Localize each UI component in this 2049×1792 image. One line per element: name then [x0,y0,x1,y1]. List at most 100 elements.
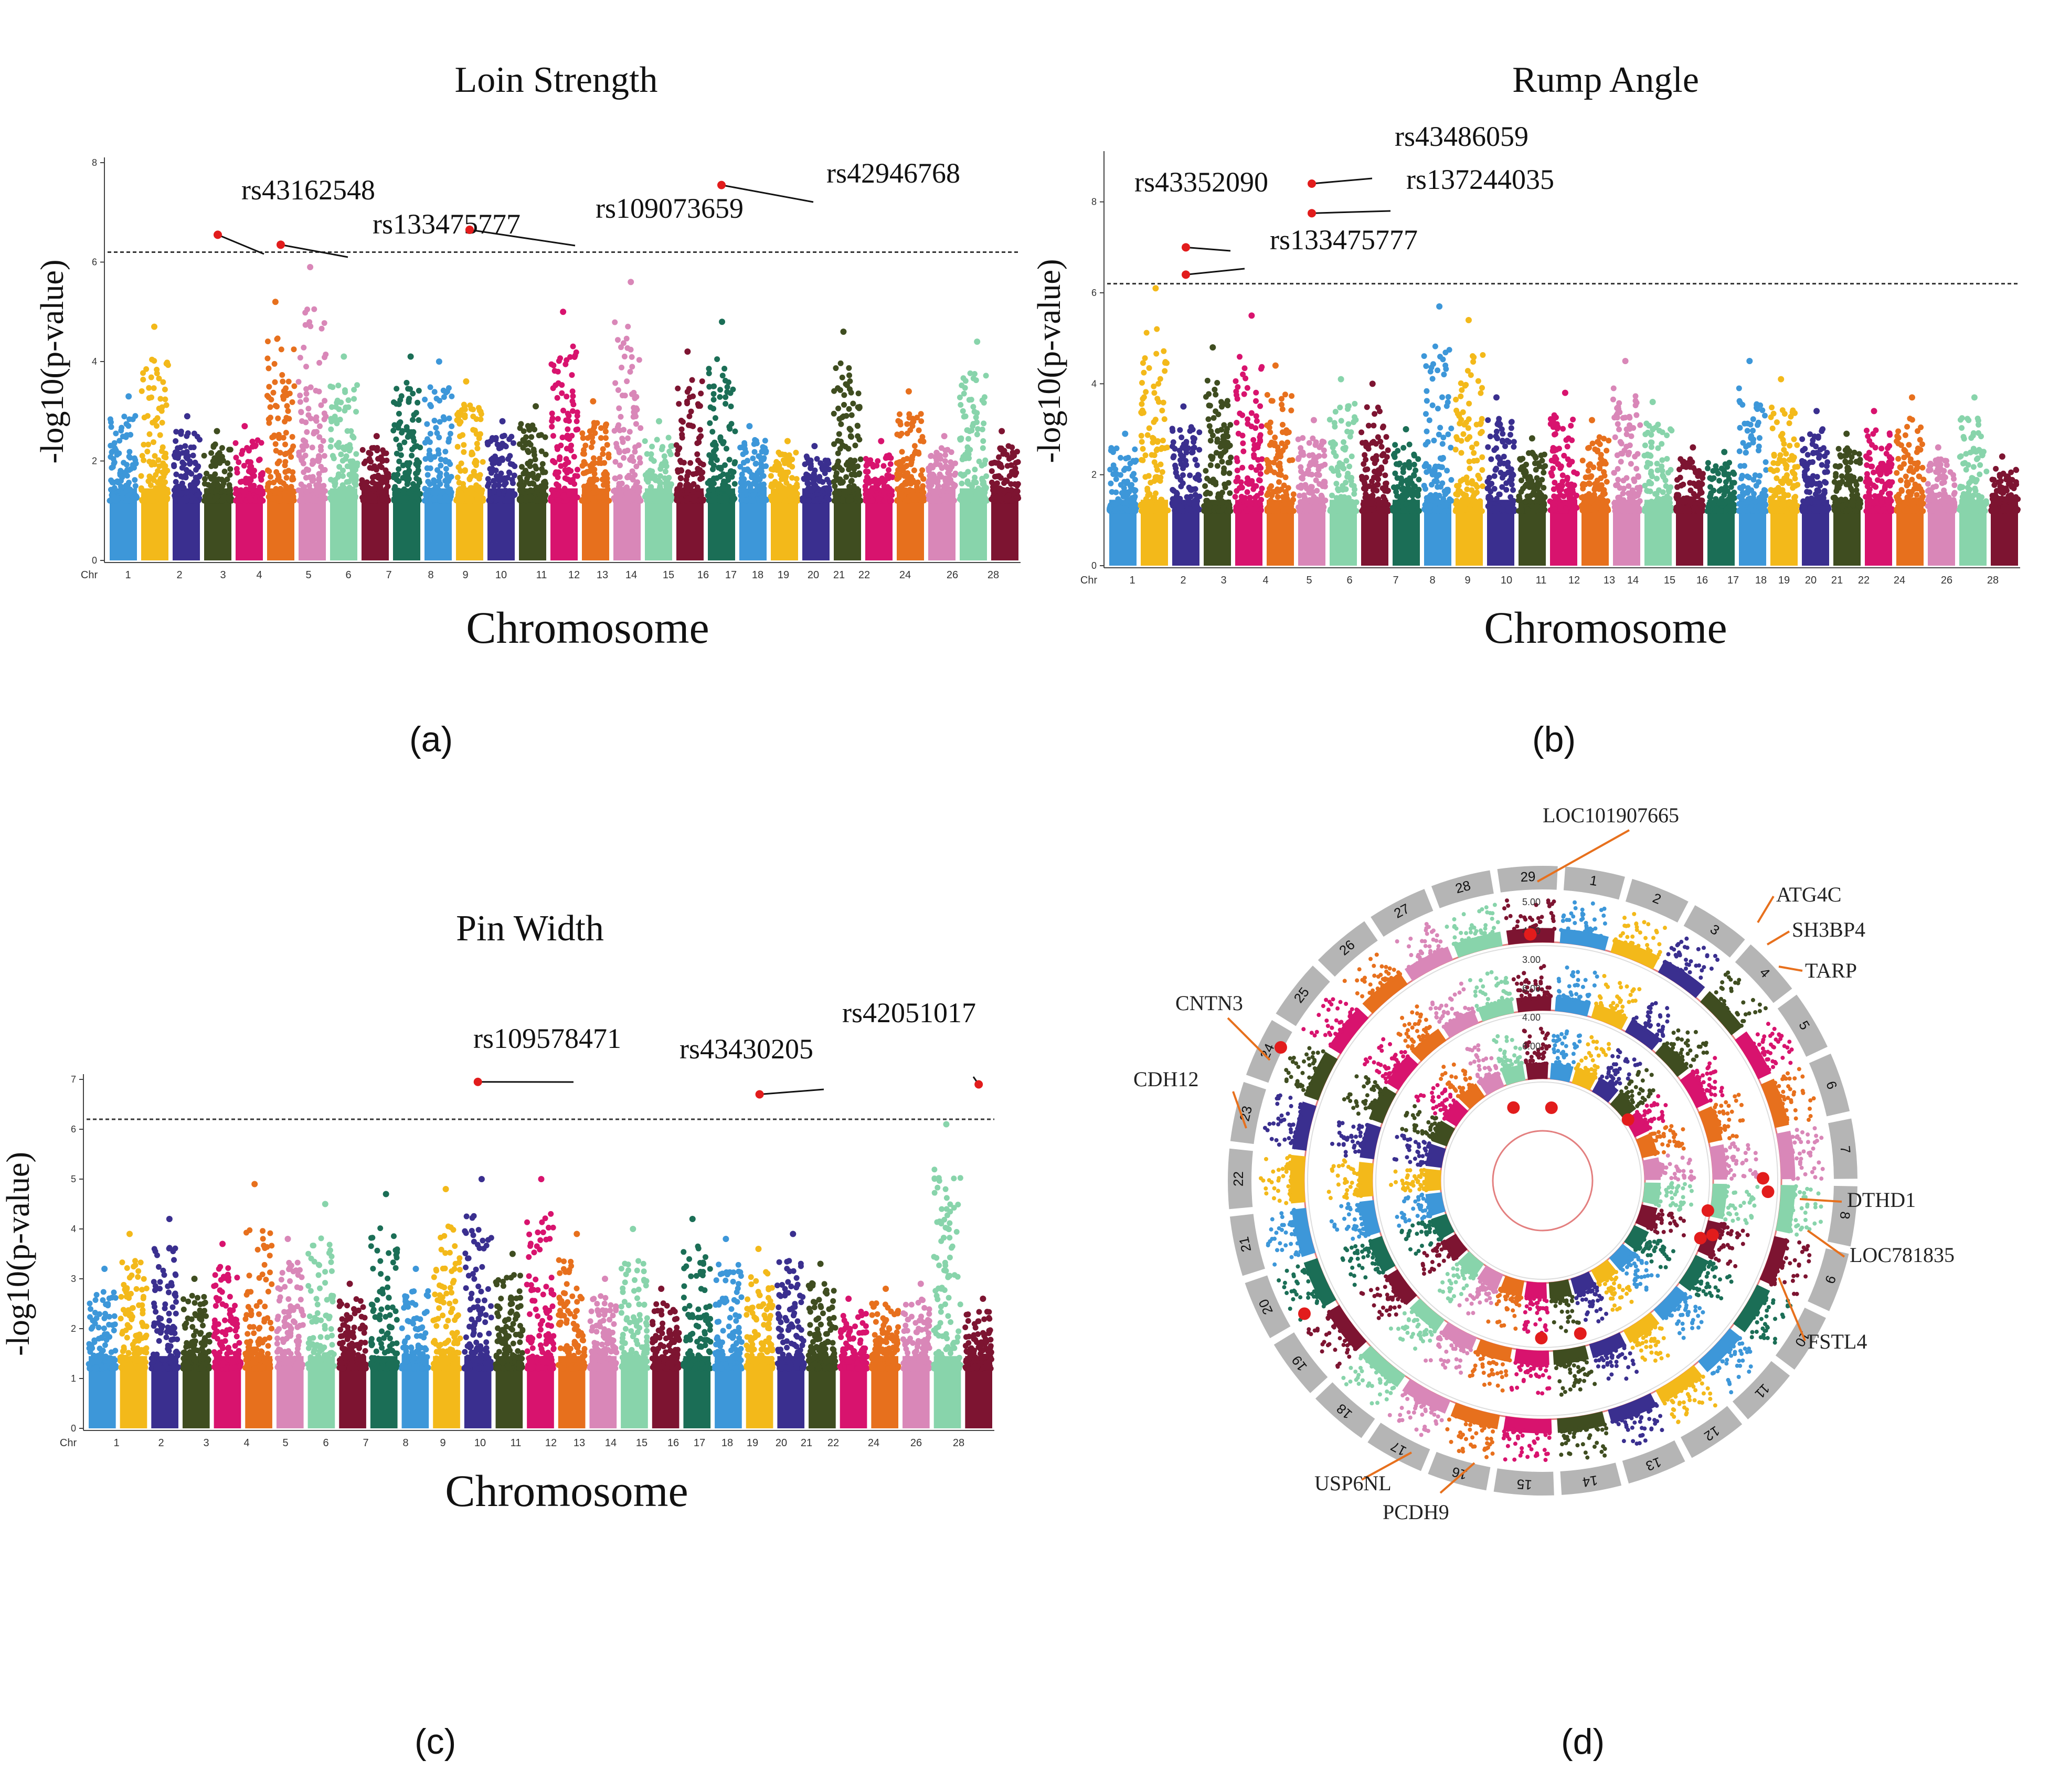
snp-point [353,482,359,488]
snp-point [1258,423,1265,429]
snp-point [1177,477,1184,483]
snp-point [124,473,130,479]
snp-point [837,360,844,366]
snp-point [1213,450,1219,456]
snp-point [597,455,603,462]
manhattan-plot-loin-strength: Loin Strength02468-log10(p-value)Chromos… [35,60,1022,653]
snp-point [1251,507,1257,513]
snp-point [477,431,483,437]
snp-point [887,461,894,467]
snp-point [698,433,704,439]
snp-point [1139,401,1145,407]
snp-point [506,436,513,442]
snp-point [899,449,905,455]
snp-point [340,468,346,474]
snp-point [327,443,334,450]
chr-tick-label: 24 [899,569,911,581]
snp-point [636,489,642,495]
snp-point [1246,481,1252,487]
snp-point [916,427,922,433]
snp-point [1219,500,1225,506]
snp-point [629,468,635,474]
snp-point [729,474,735,480]
snp-point [1158,504,1164,510]
snp-point [555,380,561,386]
snp-point [850,400,856,407]
snp-point [297,393,303,399]
snp-point [731,495,738,502]
snp-label: rs43162548 [241,174,375,206]
peak-snp-point [272,299,279,305]
snp-point [1173,494,1179,501]
snp-point [560,407,567,413]
snp-point [564,497,570,504]
snp-point [118,483,124,490]
snp-point [454,411,460,418]
snp-point [151,439,157,446]
snp-point [164,468,171,474]
snp-point [509,476,515,483]
snp-point [590,455,597,461]
snp-point [920,490,927,496]
snp-point [221,493,227,500]
snp-point [291,346,297,353]
snp-point [542,434,548,440]
snp-point [603,421,610,428]
chr-tick-label: 13 [597,569,608,581]
snp-point [310,460,316,466]
snp-point [737,464,744,470]
snp-point [1213,391,1219,398]
snp-point [852,442,858,449]
snp-point [456,433,463,439]
snp-point [473,473,480,479]
snp-leader-line [280,243,348,258]
snp-point [107,416,113,422]
snp-point [266,365,272,372]
snp-point [431,480,437,486]
snp-point [1289,457,1296,463]
snp-point [1113,476,1119,482]
snp-point [1300,452,1307,458]
snp-point [958,435,964,441]
snp-point [285,408,291,414]
snp-point [1227,490,1233,496]
chromosome-8-points [1326,376,1360,566]
snp-point [1338,418,1344,424]
snp-point [942,494,948,500]
snp-point [286,449,293,455]
snp-point [156,375,162,381]
snp-point [720,471,726,478]
snp-point [602,469,609,475]
snp-point [180,497,186,504]
snp-point [445,488,451,494]
snp-point [301,484,307,490]
snp-point [1140,446,1146,452]
snp-point [960,497,966,503]
snp-point [762,445,768,451]
snp-point [525,489,532,495]
snp-point [111,459,118,465]
snp-point [1290,491,1297,497]
snp-point [906,415,912,421]
snp-point [221,468,228,474]
snp-point [1253,413,1259,419]
snp-point [973,496,980,503]
snp-point [542,469,548,475]
snp-point [615,497,622,504]
snp-point [1113,445,1120,451]
snp-point [841,392,847,398]
snp-point [447,461,453,468]
chr-tick-label: 11 [536,569,547,581]
snp-point [864,489,870,495]
snp-point [694,451,700,458]
snp-point [502,487,508,494]
snp-point [967,447,973,453]
snp-point [353,476,359,483]
chromosome-19-points [673,348,707,560]
peak-snp-point [533,403,539,410]
significant-snp-point [214,230,222,239]
chr-tick-label: 12 [568,569,580,581]
snp-point [275,431,282,438]
snp-point [288,484,294,490]
snp-point [618,344,624,351]
